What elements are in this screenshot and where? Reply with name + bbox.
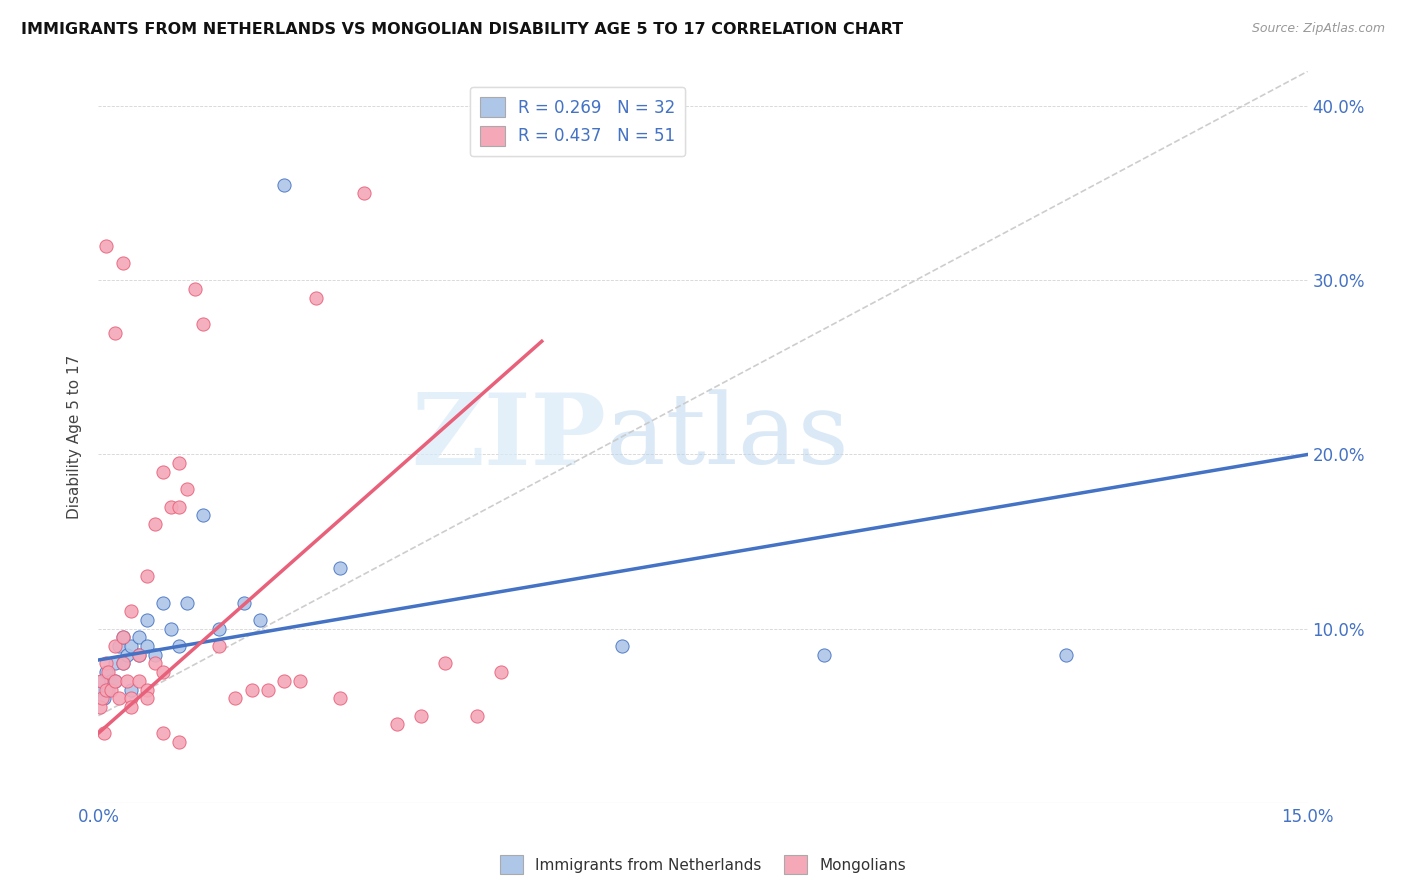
Point (103, 673, 125, 688)
Point (143, 517, 166, 532)
Point (96, 665, 118, 680)
Point (184, 282, 207, 296)
Point (93, 726, 115, 740)
Point (353, 186, 375, 201)
Point (491, 665, 513, 680)
Point (135, 691, 157, 706)
Point (111, 631, 134, 645)
Text: Source: ZipAtlas.com: Source: ZipAtlas.com (1251, 22, 1385, 36)
Point (167, 735, 190, 749)
Point (232, 595, 254, 609)
Point (240, 682, 263, 697)
Point (135, 639, 157, 653)
Point (135, 569, 157, 583)
Point (329, 691, 352, 706)
Point (385, 717, 408, 731)
Point (813, 648, 835, 662)
Legend: Immigrants from Netherlands, Mongolians: Immigrants from Netherlands, Mongolians (494, 849, 912, 880)
Point (193, 317, 215, 331)
Point (208, 639, 231, 653)
Text: ZIP: ZIP (412, 389, 606, 485)
Point (273, 673, 295, 688)
Point (167, 500, 190, 514)
Point (91, 691, 114, 706)
Point (120, 639, 142, 653)
Point (115, 648, 138, 662)
Point (176, 595, 198, 609)
Point (128, 648, 150, 662)
Point (305, 291, 328, 305)
Point (100, 673, 122, 688)
Point (1054, 648, 1077, 662)
Point (152, 726, 174, 740)
Text: atlas: atlas (606, 389, 849, 485)
Point (111, 657, 134, 671)
Point (91, 673, 114, 688)
Text: IMMIGRANTS FROM NETHERLANDS VS MONGOLIAN DISABILITY AGE 5 TO 17 CORRELATION CHAR: IMMIGRANTS FROM NETHERLANDS VS MONGOLIAN… (21, 22, 903, 37)
Point (152, 665, 174, 680)
Y-axis label: Disability Age 5 to 17: Disability Age 5 to 17 (67, 355, 83, 519)
Point (167, 639, 190, 653)
Point (107, 639, 129, 653)
Point (90, 682, 112, 697)
Point (288, 673, 311, 688)
Point (90, 673, 112, 688)
Point (160, 622, 183, 636)
Point (96, 238, 118, 252)
Point (89, 700, 111, 714)
Point (120, 604, 142, 618)
Point (111, 631, 134, 645)
Point (93, 691, 115, 706)
Point (152, 595, 174, 609)
Point (128, 673, 150, 688)
Point (143, 648, 166, 662)
Point (135, 682, 157, 697)
Point (103, 657, 125, 671)
Point (103, 639, 125, 653)
Point (111, 256, 134, 270)
Point (120, 682, 142, 697)
Point (160, 500, 183, 514)
Point (120, 700, 142, 714)
Point (612, 639, 634, 653)
Point (97, 665, 120, 680)
Point (97, 682, 120, 697)
Point (103, 673, 125, 688)
Point (256, 682, 278, 697)
Point (120, 691, 142, 706)
Point (128, 648, 150, 662)
Point (273, 178, 295, 192)
Legend: R = 0.269   N = 32, R = 0.437   N = 51: R = 0.269 N = 32, R = 0.437 N = 51 (470, 87, 685, 156)
Point (128, 631, 150, 645)
Point (249, 613, 271, 627)
Point (167, 456, 190, 470)
Point (224, 691, 246, 706)
Point (143, 657, 166, 671)
Point (152, 465, 174, 479)
Point (193, 508, 215, 523)
Point (96, 682, 118, 697)
Point (465, 708, 488, 723)
Point (111, 657, 134, 671)
Point (96, 657, 118, 671)
Point (107, 691, 129, 706)
Point (409, 708, 432, 723)
Point (329, 560, 352, 574)
Point (115, 673, 138, 688)
Point (434, 657, 457, 671)
Point (176, 483, 198, 497)
Point (100, 682, 122, 697)
Point (103, 326, 125, 340)
Point (135, 613, 157, 627)
Point (208, 622, 231, 636)
